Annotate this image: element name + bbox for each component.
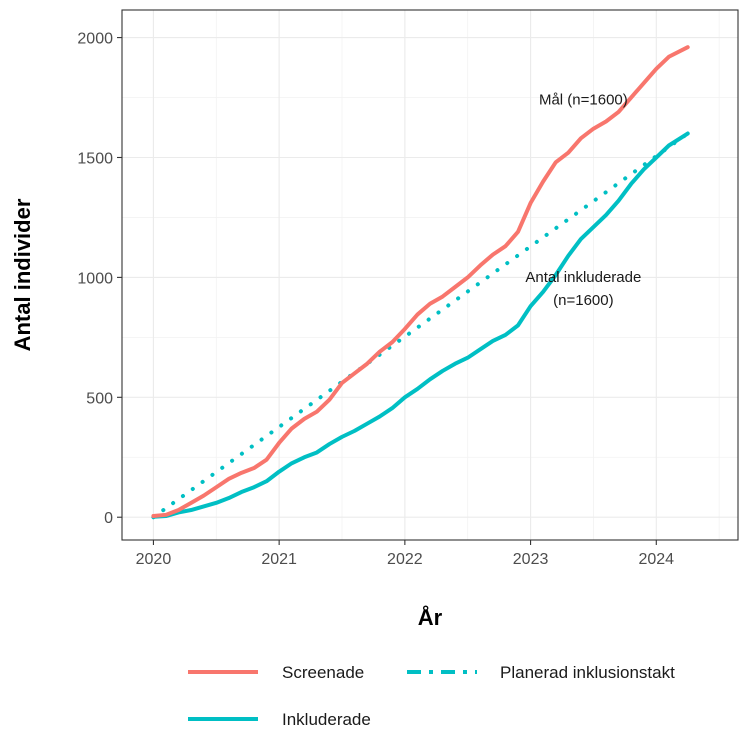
x-tick-label: 2024 xyxy=(638,551,674,568)
legend-item-screenade: Screenade xyxy=(188,663,364,682)
legend-item-planerad: Planerad inklusionstakt xyxy=(407,663,675,682)
x-tick-label: 2020 xyxy=(136,551,172,568)
y-tick-label: 1000 xyxy=(77,270,113,287)
plot-panel xyxy=(122,10,738,540)
series-line-screenade xyxy=(151,45,690,519)
legend-label-inkluderade: Inkluderade xyxy=(282,710,371,729)
y-tick-label: 1500 xyxy=(77,150,113,167)
y-axis-title: Antal individer xyxy=(10,198,35,351)
y-tick-label: 500 xyxy=(86,390,113,407)
annotations: Mål (n=1600) Antal inkluderade (n=1600) xyxy=(525,92,641,309)
legend-label-screenade: Screenade xyxy=(282,663,364,682)
legend: Screenade Planerad inklusionstakt Inklud… xyxy=(188,663,675,729)
series-line-planerad-inklusionstakt xyxy=(151,131,690,520)
x-tick-label: 2022 xyxy=(387,551,423,568)
y-tick-label: 0 xyxy=(104,510,113,527)
axis-ticks: 2020 2021 2022 2023 2024 0 500 1000 1500 2000 xyxy=(77,31,674,568)
grid-lines xyxy=(122,10,738,540)
series-line-inkluderade xyxy=(151,131,690,519)
plot-border xyxy=(121,9,739,541)
x-tick-label: 2021 xyxy=(261,551,297,568)
x-tick-label: 2023 xyxy=(513,551,549,568)
legend-item-inkluderade: Inkluderade xyxy=(188,710,371,729)
x-axis-title: År xyxy=(418,604,443,630)
annotation-label: Mål (n=1600) xyxy=(539,92,628,109)
y-tick-label: 2000 xyxy=(77,31,113,48)
legend-label-planerad: Planerad inklusionstakt xyxy=(500,663,675,682)
series-layer xyxy=(151,45,690,520)
annotation-label: (n=1600) xyxy=(553,292,613,309)
annotation-label: Antal inkluderade xyxy=(525,269,641,286)
